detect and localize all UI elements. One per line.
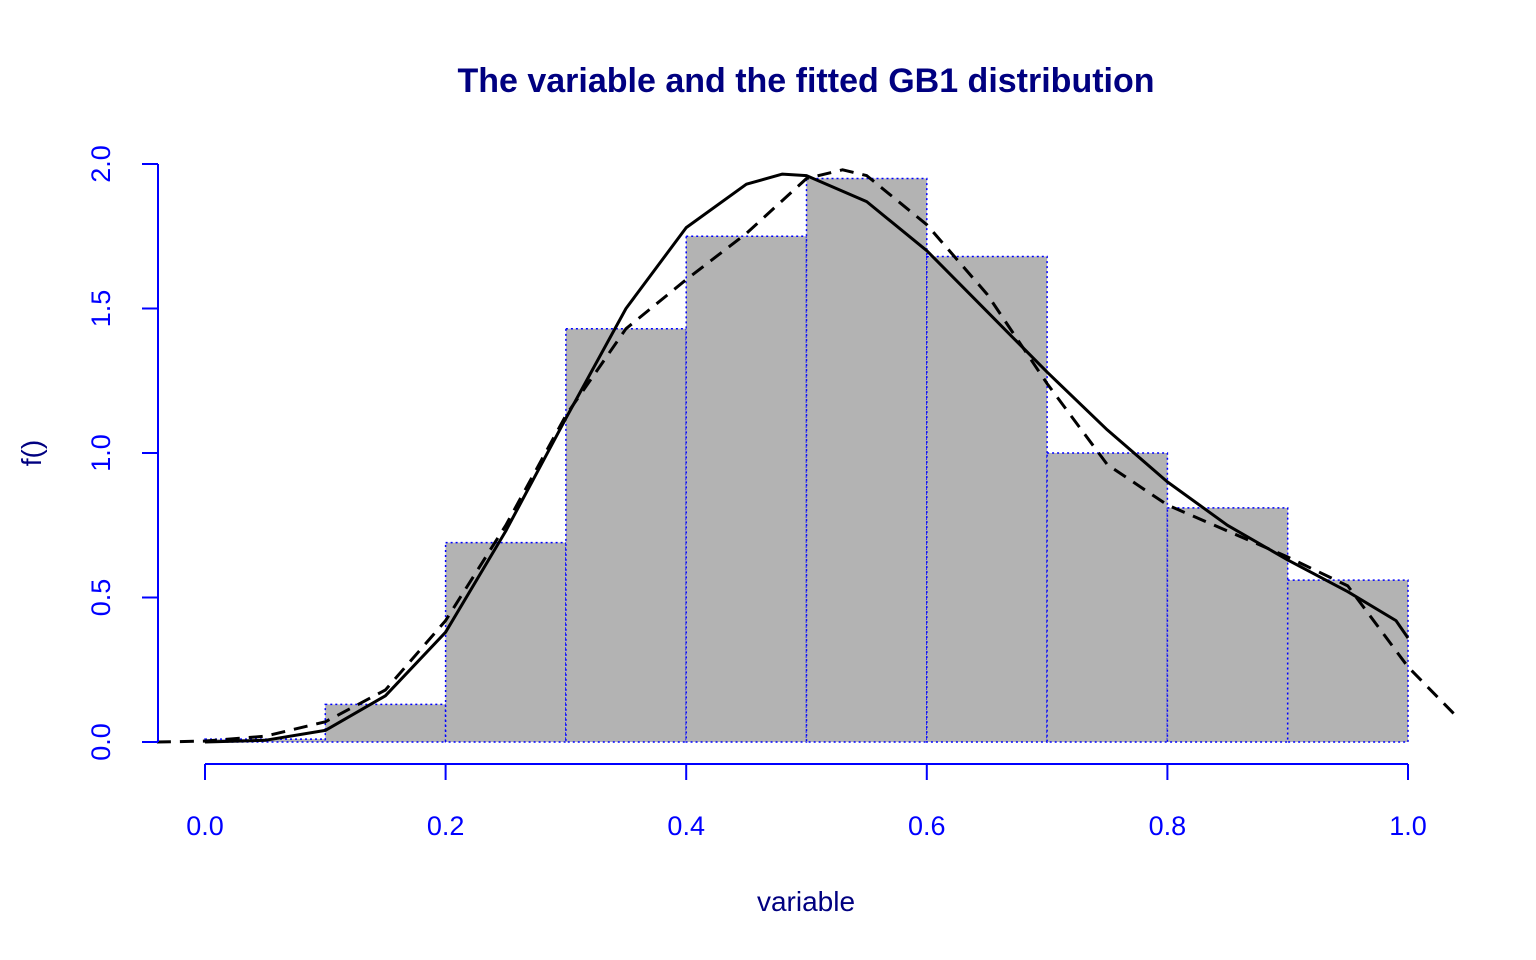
- x-tick-label: 1.0: [1389, 811, 1427, 841]
- histogram-bar: [324, 703, 447, 743]
- y-tick-label: 1.0: [86, 434, 116, 472]
- histogram-bar: [805, 177, 928, 743]
- x-tick-label: 0.6: [908, 811, 946, 841]
- x-tick-label: 0.0: [186, 811, 224, 841]
- histogram-bar: [685, 235, 808, 743]
- x-tick-label: 0.8: [1149, 811, 1187, 841]
- y-tick-label: 0.0: [86, 723, 116, 761]
- x-axis-label: variable: [757, 886, 855, 917]
- histogram-bar: [444, 541, 567, 743]
- histogram-bars: [204, 177, 1409, 743]
- histogram-bar: [1286, 579, 1409, 743]
- histogram-bar: [1046, 452, 1169, 743]
- y-tick-label: 2.0: [86, 145, 116, 183]
- y-axis-label: f(): [16, 440, 47, 466]
- dashed-density-curve: [156, 168, 1458, 744]
- y-tick-label: 0.5: [86, 579, 116, 617]
- x-tick-label: 0.2: [427, 811, 465, 841]
- y-tick-label: 1.5: [86, 290, 116, 328]
- x-axis: 0.0 0.2 0.4 0.6 0.8 1.0: [186, 763, 1427, 841]
- y-axis: 0.0 0.5 1.0 1.5 2.0: [86, 145, 159, 761]
- x-tick-label: 0.4: [667, 811, 705, 841]
- chart-title: The variable and the fitted GB1 distribu…: [457, 62, 1154, 100]
- solid-density-curve: [204, 172, 1410, 744]
- histogram-bar: [926, 255, 1048, 743]
- histogram-bar: [1166, 507, 1289, 743]
- density-curves: [156, 168, 1458, 744]
